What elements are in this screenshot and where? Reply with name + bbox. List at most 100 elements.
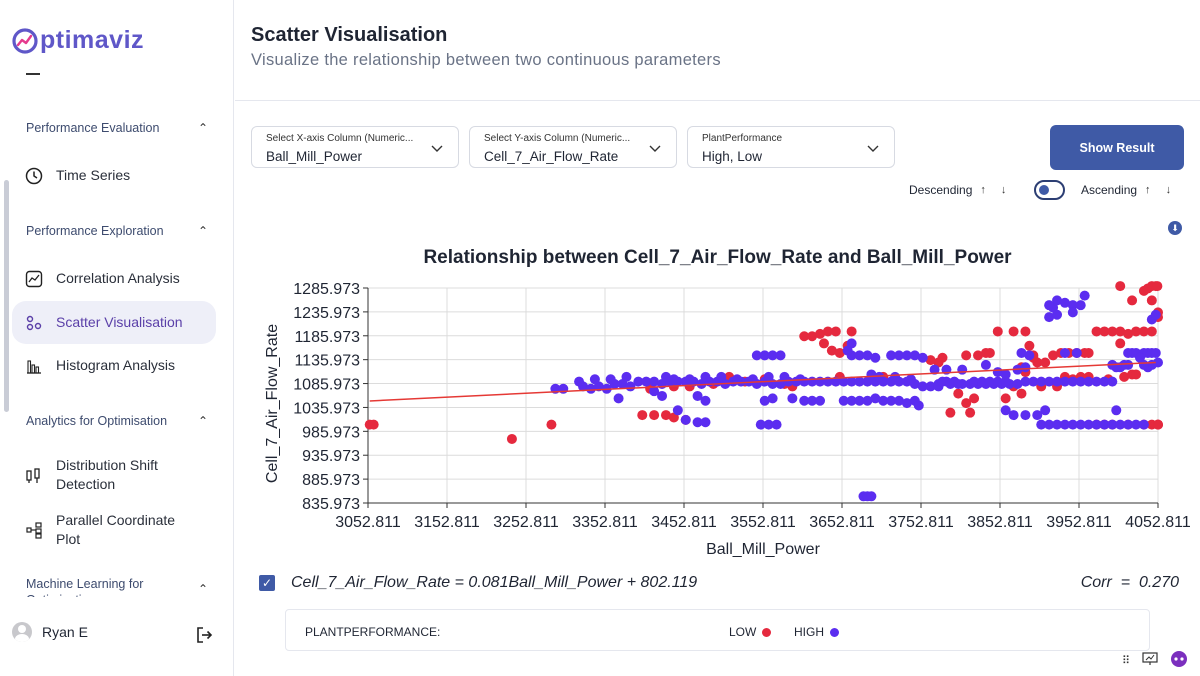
data-point-high (1032, 410, 1043, 421)
logout-icon[interactable] (195, 626, 213, 649)
sidebar-item-scatter-visualisation[interactable]: Scatter Visualisation (12, 301, 216, 344)
data-point-low (992, 326, 1003, 337)
data-point-low (1115, 338, 1126, 349)
show-result-button[interactable]: Show Result (1050, 125, 1184, 170)
data-point-high (937, 376, 948, 387)
data-point-high (1083, 376, 1094, 387)
chart-title: Relationship between Cell_7_Air_Flow_Rat… (423, 247, 1012, 268)
x-tick-label: 3352.811 (572, 514, 638, 531)
data-point-high (1044, 312, 1055, 323)
download-icon[interactable]: ⬇ (1168, 221, 1182, 235)
presentation-icon[interactable] (1142, 651, 1158, 669)
data-point-high (913, 400, 924, 411)
legend-item-high[interactable]: HIGH (794, 625, 839, 639)
sidebar-item-correlation-analysis[interactable]: Correlation Analysis (12, 257, 216, 300)
data-point-low (1153, 419, 1163, 430)
data-point-high (763, 419, 774, 430)
legend-item-low[interactable]: LOW (729, 625, 772, 639)
y-tick-label: 935.973 (302, 448, 360, 465)
y-tick-label: 885.973 (302, 472, 360, 489)
sidebar-item-label: Scatter Visualisation (56, 314, 183, 330)
section-performance-evaluation[interactable]: Performance Evaluation ⌃ (26, 121, 208, 135)
data-point-high (751, 350, 762, 361)
sidebar-item-time-series[interactable]: Time Series (12, 154, 216, 197)
plant-performance-select[interactable]: PlantPerformance High, Low (687, 126, 895, 168)
data-point-low (799, 331, 810, 342)
data-point-low (961, 398, 972, 409)
data-point-low (1131, 369, 1142, 380)
data-point-high (692, 390, 703, 401)
data-point-high (1091, 376, 1102, 387)
y-tick-label: 1235.973 (293, 305, 360, 322)
data-point-high (574, 376, 585, 387)
x-axis-label: Ball_Mill_Power (706, 541, 820, 558)
corr-label: Corr (1080, 574, 1112, 591)
header-divider (235, 100, 1200, 101)
data-point-low (969, 393, 980, 404)
data-point-high (1107, 376, 1118, 387)
section-analytics-for-optimisation[interactable]: Analytics for Optimisation ⌃ (26, 414, 208, 428)
data-point-high (909, 350, 920, 361)
data-point-low (1146, 295, 1157, 306)
data-point-low (1083, 347, 1094, 358)
data-point-low (1127, 295, 1138, 306)
page-subtitle: Visualize the relationship between two c… (251, 51, 721, 69)
regression-checkbox[interactable]: ✓ (259, 575, 275, 591)
regression-equation: Cell_7_Air_Flow_Rate = 0.081Ball_Mill_Po… (291, 574, 698, 591)
y-axis-select[interactable]: Select Y-axis Column (Numeric... Cell_7_… (469, 126, 677, 168)
apps-grid-icon[interactable]: ⠿ (1122, 654, 1131, 667)
data-point-high (732, 374, 743, 385)
data-point-low (826, 345, 837, 356)
data-point-low (1152, 281, 1163, 292)
sort-toggle[interactable] (1034, 180, 1065, 200)
data-point-high (767, 393, 778, 404)
sidebar-item-histogram-analysis[interactable]: Histogram Analysis (12, 344, 216, 387)
data-point-high (917, 352, 928, 363)
sort-descending[interactable]: Descending ↑ ↓ (909, 183, 1012, 197)
data-point-high (1036, 419, 1047, 430)
data-point-high (846, 395, 857, 406)
data-point-high (755, 419, 766, 430)
data-point-high (870, 393, 881, 404)
data-point-low (1138, 326, 1149, 337)
x-axis-select[interactable]: Select X-axis Column (Numeric... Ball_Mi… (251, 126, 459, 168)
data-point-high (759, 350, 770, 361)
legend-dot (830, 627, 839, 637)
logo-icon (12, 27, 38, 54)
data-point-high (901, 398, 912, 409)
x-tick-label: 3852.811 (967, 514, 1033, 531)
data-point-high (1107, 419, 1118, 430)
sidebar-item-distribution-shift-detection[interactable]: Distribution Shift Detection (12, 453, 216, 497)
section-performance-exploration[interactable]: Performance Exploration ⌃ (26, 224, 208, 238)
section-machine-learning[interactable]: Machine Learning for Optimisation ⌃ (26, 576, 208, 597)
user-profile[interactable]: Ryan E (12, 622, 88, 642)
data-point-high (984, 376, 995, 387)
data-point-low (818, 338, 829, 349)
sort-ascending[interactable]: Ascending ↑ ↓ (1081, 183, 1177, 197)
data-point-high (866, 491, 877, 502)
data-point-high (799, 395, 810, 406)
data-point-high (929, 364, 940, 375)
chevron-up-icon: ⌃ (197, 224, 208, 238)
chevron-down-icon (648, 140, 662, 158)
data-point-high (886, 350, 897, 361)
sidebar-item-label: Correlation Analysis (56, 270, 180, 286)
chevron-up-icon: ⌃ (197, 582, 208, 596)
data-point-high (1000, 405, 1011, 416)
data-point-high (894, 395, 905, 406)
sidebar-scrollbar[interactable] (4, 180, 9, 412)
data-point-high (1044, 300, 1055, 311)
sidebar-item-parallel-coordinate-plot[interactable]: Parallel Coordinate Plot (12, 508, 216, 552)
data-point-low (1020, 326, 1031, 337)
legend-label: LOW (729, 625, 757, 639)
x-tick-label: 4052.811 (1125, 514, 1191, 531)
select-value: High, Low (702, 149, 763, 164)
data-point-low (945, 407, 956, 418)
y-tick-label: 1085.973 (293, 377, 360, 394)
data-point-high (862, 395, 873, 406)
logo[interactable]: ptimaviz (12, 26, 144, 55)
data-point-high (890, 371, 901, 382)
data-point-high (684, 374, 695, 385)
x-tick-label: 3552.811 (730, 514, 796, 531)
assistant-icon[interactable] (1170, 650, 1188, 671)
